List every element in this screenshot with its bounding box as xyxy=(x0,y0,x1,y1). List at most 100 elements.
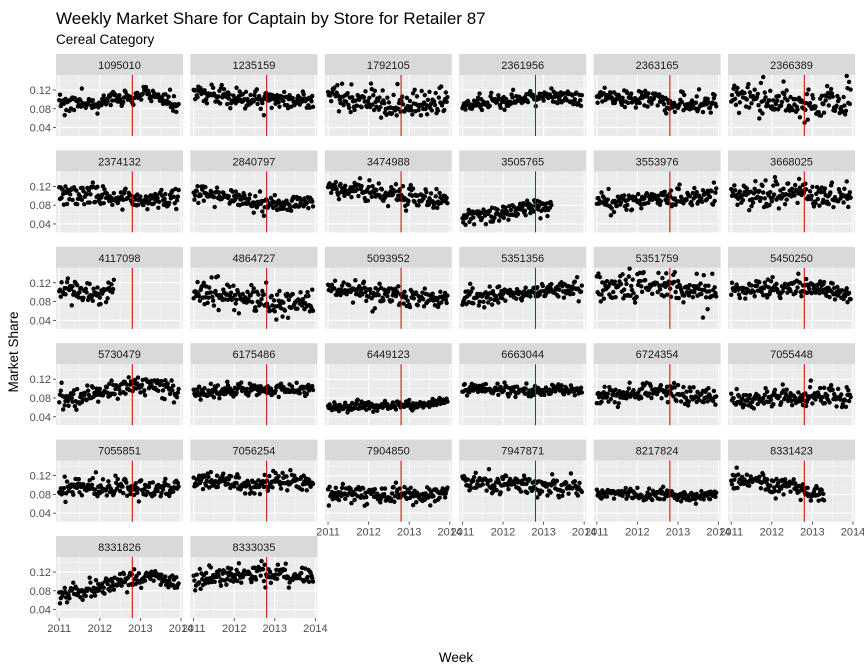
data-point xyxy=(712,285,717,290)
data-point xyxy=(59,280,64,285)
data-point xyxy=(435,108,441,113)
data-point xyxy=(736,394,742,399)
data-point xyxy=(815,196,821,202)
data-point xyxy=(202,474,207,480)
data-point xyxy=(650,291,655,297)
data-point xyxy=(635,485,640,491)
strip-background xyxy=(459,150,587,172)
data-point xyxy=(714,490,719,495)
data-point xyxy=(627,266,632,271)
data-point xyxy=(510,87,516,93)
data-point xyxy=(163,92,168,97)
data-point xyxy=(839,392,844,397)
data-point xyxy=(510,95,515,100)
data-point xyxy=(175,390,181,395)
data-point xyxy=(259,296,264,302)
y-tick-label: 0.04 xyxy=(30,123,51,135)
panel-1235159: 1235159 xyxy=(190,54,318,136)
data-point xyxy=(641,270,646,275)
strip-background xyxy=(728,54,855,75)
data-point xyxy=(803,187,809,192)
data-point xyxy=(771,485,777,490)
data-point xyxy=(146,484,152,490)
data-point xyxy=(395,81,400,87)
data-point xyxy=(708,110,713,115)
data-point xyxy=(97,295,103,300)
data-point xyxy=(163,476,168,482)
data-point xyxy=(488,478,493,483)
data-point xyxy=(672,269,678,275)
data-point xyxy=(743,393,749,398)
data-point xyxy=(506,486,511,492)
data-point xyxy=(156,199,162,205)
data-point xyxy=(345,91,350,96)
data-point xyxy=(260,288,265,294)
data-point xyxy=(657,287,663,292)
data-point xyxy=(71,107,77,113)
data-point xyxy=(228,105,233,111)
data-point xyxy=(479,107,485,113)
data-point xyxy=(821,197,826,203)
data-point xyxy=(77,289,82,295)
data-point xyxy=(391,92,396,98)
data-point xyxy=(335,82,340,88)
strip-label: 7056254 xyxy=(232,446,275,458)
strip-background xyxy=(190,343,318,365)
strip-background xyxy=(324,246,452,268)
data-point xyxy=(115,200,120,206)
data-point xyxy=(501,388,506,393)
data-point xyxy=(372,486,378,492)
data-point xyxy=(594,400,600,406)
data-point xyxy=(691,385,696,390)
strip-label: 2363165 xyxy=(636,60,679,72)
data-point xyxy=(775,107,781,112)
data-point xyxy=(128,491,133,497)
data-point xyxy=(757,474,762,479)
data-point xyxy=(646,91,651,96)
data-point xyxy=(843,404,849,409)
data-point xyxy=(305,289,310,295)
data-point xyxy=(78,97,83,103)
data-point xyxy=(310,308,316,313)
data-point xyxy=(768,397,774,403)
data-point xyxy=(612,100,617,106)
data-point xyxy=(771,192,777,197)
data-point xyxy=(676,186,681,192)
data-point xyxy=(332,278,338,283)
data-point xyxy=(463,107,468,112)
data-point xyxy=(386,100,392,105)
data-point xyxy=(90,180,96,185)
data-point xyxy=(755,91,760,97)
data-point xyxy=(58,486,64,491)
panel-background xyxy=(56,267,183,329)
data-point xyxy=(739,400,744,406)
data-point xyxy=(710,202,716,207)
data-point xyxy=(827,400,832,405)
data-point xyxy=(498,490,503,495)
data-point xyxy=(84,191,89,197)
data-point xyxy=(120,484,125,489)
data-point xyxy=(694,189,699,195)
data-point xyxy=(545,213,550,219)
data-point xyxy=(762,392,767,397)
data-point xyxy=(176,484,181,489)
data-point xyxy=(206,295,211,300)
data-point xyxy=(687,282,692,288)
y-tick-label: 0.12 xyxy=(30,85,51,97)
data-point xyxy=(639,90,644,95)
y-tick-label: 0.08 xyxy=(30,200,51,212)
data-point xyxy=(285,291,290,297)
data-point xyxy=(658,199,664,204)
data-point xyxy=(771,183,776,188)
data-point xyxy=(612,400,617,405)
data-point xyxy=(624,281,629,287)
data-point xyxy=(290,96,295,101)
data-point xyxy=(757,116,762,121)
data-point xyxy=(627,380,632,385)
data-point xyxy=(394,113,399,118)
data-point xyxy=(496,218,502,223)
data-point xyxy=(211,194,217,200)
data-point xyxy=(747,392,753,398)
data-point xyxy=(133,481,138,486)
